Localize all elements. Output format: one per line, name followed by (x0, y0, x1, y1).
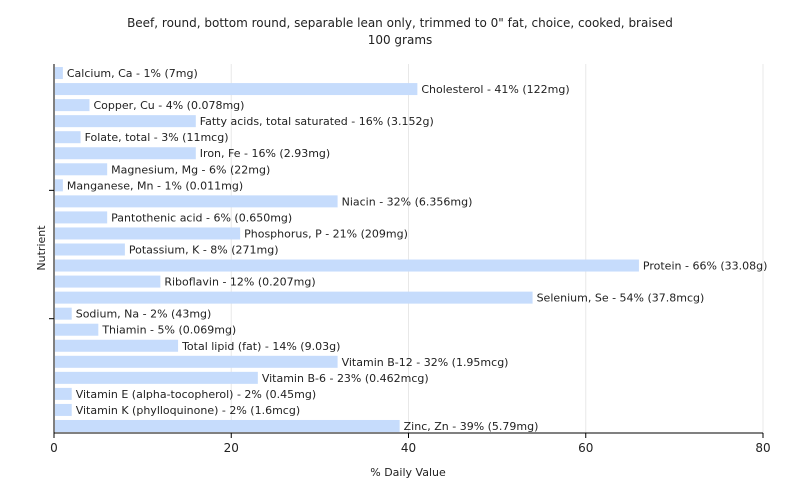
bar (55, 195, 338, 208)
bar-label: Vitamin B-12 - 32% (1.95mcg) (342, 356, 509, 369)
axes: 0 20 40 60 80 (49, 64, 771, 455)
bar-label: Riboflavin - 12% (0.207mg) (164, 276, 315, 289)
x-tick-label: 80 (755, 441, 770, 455)
bar-label: Vitamin E (alpha-tocopherol) - 2% (0.45m… (76, 388, 316, 401)
bar-label: Pantothenic acid - 6% (0.650mg) (111, 211, 292, 224)
bar (55, 371, 258, 384)
bar (55, 323, 99, 336)
bar-label: Folate, total - 3% (11mcg) (85, 131, 229, 144)
bar (55, 67, 63, 80)
bar (55, 243, 125, 256)
bar-label: Thiamin - 5% (0.069mg) (101, 324, 236, 337)
bar (55, 147, 196, 160)
bar (55, 355, 338, 368)
bar (55, 419, 400, 432)
bar-label: Fatty acids, total saturated - 16% (3.15… (200, 115, 434, 128)
bar-label: Iron, Fe - 16% (2.93mg) (200, 147, 330, 160)
bar (55, 259, 639, 272)
bar-label: Sodium, Na - 2% (43mg) (76, 308, 212, 321)
chart-subtitle: 100 grams (368, 33, 433, 47)
y-axis-label: Nutrient (35, 225, 48, 271)
bar-label: Zinc, Zn - 39% (5.79mg) (404, 420, 539, 433)
bar (55, 307, 72, 320)
bar-label: Potassium, K - 8% (271mg) (129, 244, 279, 257)
bar-label: Vitamin B-6 - 23% (0.462mcg) (262, 372, 429, 385)
bar-label: Calcium, Ca - 1% (7mg) (67, 67, 198, 80)
bar (55, 83, 418, 96)
bar-label: Total lipid (fat) - 14% (9.03g) (181, 340, 340, 353)
bar (55, 291, 533, 304)
bar (55, 403, 72, 416)
bars: Calcium, Ca - 1% (7mg) Cholesterol - 41% … (55, 67, 767, 433)
chart-title: Beef, round, bottom round, separable lea… (127, 16, 673, 30)
bar (55, 339, 179, 352)
bar (55, 227, 241, 240)
bar-label: Phosphorus, P - 21% (209mg) (244, 227, 408, 240)
bar-label: Selenium, Se - 54% (37.8mcg) (537, 292, 705, 305)
grid-lines (230, 64, 764, 433)
bar-label: Cholesterol - 41% (122mg) (421, 83, 569, 96)
x-tick-label: 40 (401, 441, 416, 455)
x-axis-label: % Daily Value (370, 466, 446, 479)
bar (55, 387, 72, 400)
bar (55, 211, 108, 224)
bar (55, 163, 108, 176)
bar-label: Manganese, Mn - 1% (0.011mg) (67, 179, 243, 192)
bar (55, 99, 90, 112)
bar (55, 275, 161, 288)
bar (55, 131, 81, 144)
bar-label: Vitamin K (phylloquinone) - 2% (1.6mcg) (76, 404, 300, 417)
bar (55, 179, 63, 192)
x-tick-label: 20 (224, 441, 239, 455)
x-tick-label: 60 (578, 441, 593, 455)
bar-label: Niacin - 32% (6.356mg) (342, 195, 473, 208)
x-tick-label: 0 (50, 441, 58, 455)
bar (55, 115, 196, 128)
bar-label: Copper, Cu - 4% (0.078mg) (93, 99, 244, 112)
bar-label: Magnesium, Mg - 6% (22mg) (111, 163, 270, 176)
bar-label: Protein - 66% (33.08g) (643, 260, 768, 273)
